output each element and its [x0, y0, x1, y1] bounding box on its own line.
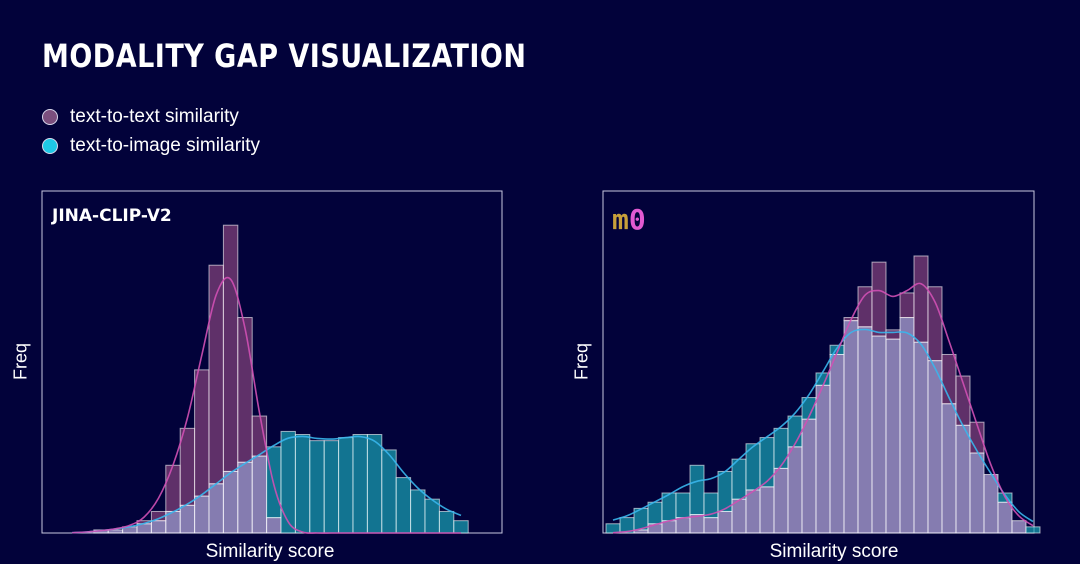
legend-label-text-to-text: text-to-text similarity — [70, 105, 239, 127]
legend-marker-text-to-image — [42, 137, 58, 154]
kde-text-to-image — [612, 328, 1034, 523]
bar-text-to-image-22 — [381, 449, 397, 534]
bar-overlap-15 — [815, 384, 831, 534]
bar-overlap-11 — [759, 486, 775, 534]
bar-overlap-17 — [843, 320, 859, 534]
bar-overlap-14 — [801, 418, 817, 534]
bar-overlap-18 — [857, 326, 873, 534]
bar-text-to-text-18 — [857, 286, 873, 328]
bar-text-to-image-26 — [438, 510, 455, 534]
bar-text-to-image-9 — [731, 458, 747, 500]
histogram-panel-m0: m0 — [602, 190, 1041, 534]
bar-text-to-text-8 — [179, 427, 196, 506]
bar-text-to-image-6 — [689, 464, 705, 516]
bar-text-to-text-21 — [899, 292, 915, 319]
bar-text-to-text-10 — [208, 264, 224, 485]
x-axis-label-left: Similarity score — [205, 541, 335, 562]
bar-text-to-image-17 — [309, 440, 325, 534]
bar-overlap-8 — [717, 510, 733, 534]
bar-overlap-28 — [997, 501, 1013, 534]
bar-text-to-text-9 — [194, 369, 210, 497]
bar-text-to-image-13 — [787, 415, 803, 448]
bar-overlap-19 — [871, 335, 887, 534]
logo-letter: m — [612, 203, 629, 236]
bar-overlap-11 — [222, 470, 239, 534]
bar-text-to-image-20 — [352, 434, 368, 534]
bar-text-to-image-19 — [338, 437, 354, 534]
bar-text-to-image-21 — [366, 434, 383, 534]
bar-text-to-text-20 — [885, 329, 901, 340]
kde-text-to-text — [72, 276, 461, 534]
bar-overlap-12 — [237, 461, 253, 534]
bar-text-to-image-16 — [294, 434, 311, 534]
bar-overlap-12 — [773, 467, 789, 534]
bar-overlap-21 — [899, 317, 915, 534]
bar-text-to-image-23 — [395, 477, 412, 534]
bar-overlap-22 — [913, 341, 929, 534]
bar-overlap-26 — [969, 452, 985, 534]
bar-text-to-image-27 — [453, 520, 469, 534]
bar-overlap-5 — [675, 517, 691, 534]
bar-overlap-7 — [703, 517, 719, 534]
bar-text-to-image-5 — [675, 492, 691, 519]
y-axis-label-left: Freq — [10, 343, 31, 381]
bar-overlap-16 — [829, 353, 845, 534]
bar-overlap-27 — [983, 474, 999, 534]
legend-label-text-to-image: text-to-image similarity — [70, 134, 261, 156]
kde-text-to-text — [612, 282, 1034, 534]
bar-overlap-25 — [955, 424, 971, 534]
bar-text-to-image-15 — [280, 430, 296, 534]
bar-text-to-text-12 — [237, 317, 253, 463]
bar-text-to-text-23 — [927, 286, 943, 362]
bar-text-to-text-11 — [222, 224, 239, 472]
panel-label: JINA-CLIP-V2 — [51, 206, 172, 226]
bar-text-to-text-19 — [871, 261, 887, 337]
bar-overlap-6 — [150, 520, 167, 534]
bar-text-to-image-11 — [759, 437, 775, 488]
bar-overlap-20 — [885, 338, 901, 534]
bar-overlap-24 — [941, 403, 957, 534]
bar-text-to-text-7 — [165, 464, 181, 512]
legend: text-to-text similarity text-to-image si… — [42, 102, 260, 160]
bar-overlap-23 — [927, 360, 943, 534]
histogram-panel-jina-clip-v2: JINA-CLIP-V2 — [41, 190, 503, 534]
bar-overlap-13 — [251, 455, 268, 534]
logo-digit: 0 — [629, 203, 646, 236]
legend-item-text-to-image: text-to-image similarity — [42, 131, 260, 160]
bar-overlap-13 — [787, 446, 803, 534]
x-axis-label-right: Similarity score — [769, 541, 899, 562]
bar-overlap-29 — [1011, 520, 1027, 534]
panel-label-logo: m0 — [612, 203, 646, 236]
bar-overlap-9 — [194, 495, 210, 534]
bar-overlap-10 — [208, 483, 224, 534]
legend-marker-text-to-text — [42, 108, 58, 125]
bar-text-to-image-12 — [773, 427, 789, 469]
bar-text-to-image-18 — [323, 440, 340, 534]
bar-overlap-14 — [266, 517, 282, 534]
page-title: MODALITY GAP VISUALIZATION — [42, 38, 527, 76]
legend-item-text-to-text: text-to-text similarity — [42, 102, 260, 131]
bar-overlap-10 — [745, 489, 761, 534]
bar-text-to-image-30 — [1025, 526, 1041, 534]
bar-overlap-8 — [179, 504, 196, 534]
y-axis-label-right: Freq — [571, 343, 592, 381]
bar-text-to-image-3 — [647, 501, 663, 525]
bar-text-to-image-24 — [410, 489, 426, 534]
bar-text-to-text-22 — [913, 255, 929, 343]
